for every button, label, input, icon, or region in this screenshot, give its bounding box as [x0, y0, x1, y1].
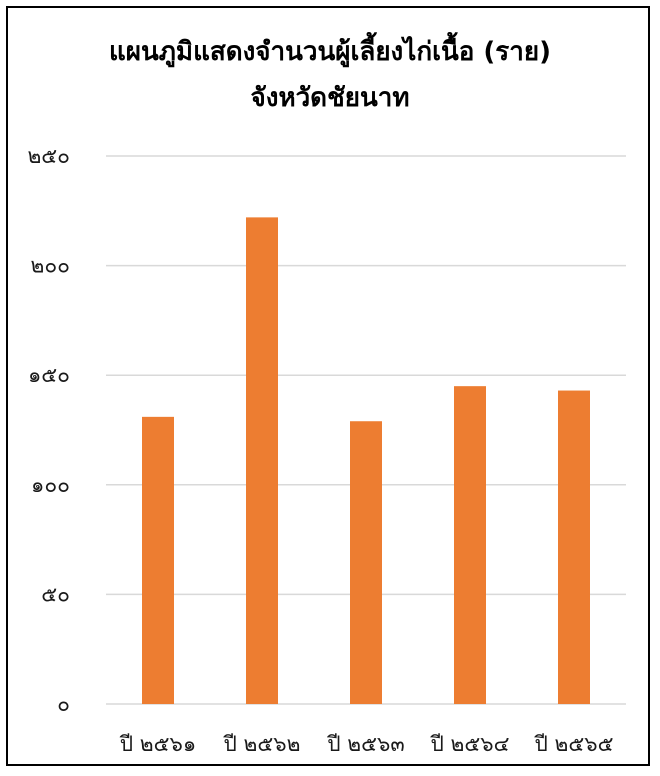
y-tick-label: ๑๐๐ [31, 473, 70, 497]
x-tick-label: ปี ๒๕๖๑ [119, 732, 196, 756]
bar [142, 416, 174, 704]
x-tick-label: ปี ๒๕๖๕ [534, 732, 614, 756]
x-tick-label: ปี ๒๕๖๒ [223, 732, 301, 756]
chart-frame: แผนภูมิแสดงจำนวนผู้เลี้ยงไก่เนื้อ (ราย) … [6, 6, 650, 766]
bar [558, 390, 590, 704]
bar [454, 386, 486, 704]
x-tick-label: ปี ๒๕๖๔ [430, 732, 510, 756]
bar [246, 217, 278, 704]
y-tick-label: ๕๐ [41, 582, 70, 606]
x-tick-label: ปี ๒๕๖๓ [327, 732, 405, 756]
chart-title-line-2: จังหวัดชัยนาท [250, 83, 410, 113]
y-tick-label: ๐ [57, 692, 70, 716]
y-tick-label: ๑๕๐ [28, 363, 70, 387]
y-tick-label: ๒๐๐ [31, 254, 70, 278]
y-tick-label: ๒๕๐ [27, 144, 70, 168]
chart-title-line-1: แผนภูมิแสดงจำนวนผู้เลี้ยงไก่เนื้อ (ราย) [109, 37, 551, 67]
bar [350, 421, 382, 704]
